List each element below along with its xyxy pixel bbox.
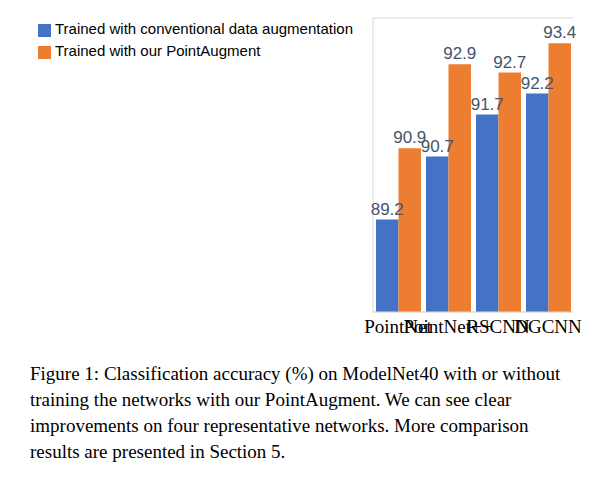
svg-text:PointNet++: PointNet++: [403, 316, 493, 338]
html-text:Trained with conventional data: Trained with conventional data augmentat…: [55, 20, 353, 37]
svg-text:RSCNN: RSCNN: [466, 316, 530, 338]
svg-text:PointNet: PointNet: [364, 316, 432, 338]
svg-text:90.9: 90.9: [393, 128, 426, 147]
svg-text:DGCNN: DGCNN: [514, 316, 582, 337]
svg-text:92.2: 92.2: [521, 74, 554, 93]
html-text:Trained with our PointAugment: Trained with our PointAugment: [55, 42, 261, 59]
svg-text:89.2: 89.2: [371, 200, 404, 219]
svg-text:92.7: 92.7: [493, 53, 526, 72]
svg-text:90.7: 90.7: [420, 136, 454, 156]
svg-text:92.9: 92.9: [443, 44, 476, 63]
svg-text:93.4: 93.4: [543, 23, 576, 42]
svg-text:91.7: 91.7: [471, 95, 504, 114]
html-text:Figure 1: Classification accur: Figure 1: Classification accuracy (%) on…: [30, 363, 561, 462]
